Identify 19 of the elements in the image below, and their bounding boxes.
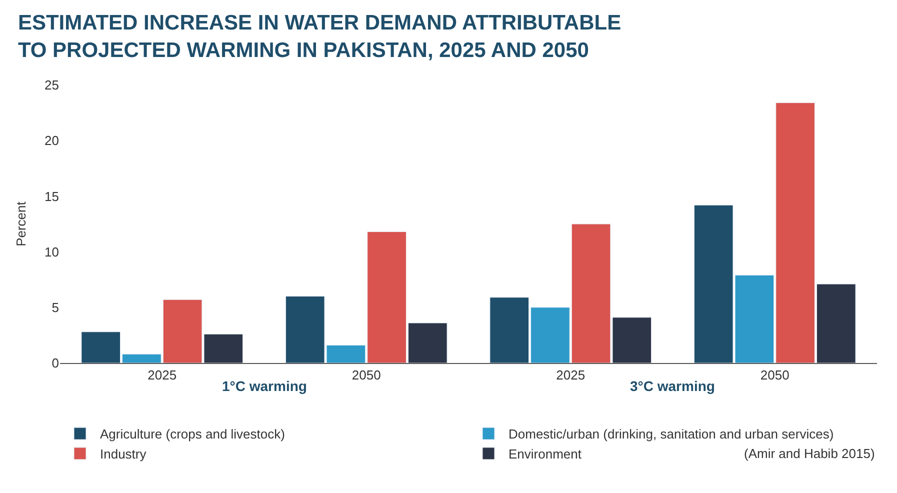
x-tick-label: 2050 bbox=[352, 368, 381, 383]
legend-label: Domestic/urban (drinking, sanitation and urban services) bbox=[508, 426, 834, 442]
legend-label: Industry bbox=[100, 446, 147, 462]
legend-label: Environment bbox=[508, 446, 582, 462]
y-tick-label: 15 bbox=[44, 188, 59, 204]
y-tick-label: 25 bbox=[44, 78, 59, 93]
x-tick-label: 2025 bbox=[556, 368, 586, 383]
chart-title: ESTIMATED INCREASE IN WATER DEMAND ATTRIBUTABLE TO PROJECTED WARMING IN PAKISTAN, 2025 AND 2050 bbox=[18, 12, 622, 62]
legend-label: Agriculture (crops and livestock) bbox=[100, 426, 285, 442]
text: 1°C warming bbox=[222, 378, 307, 394]
x-tick-label: 2050 bbox=[760, 368, 790, 383]
x-tick-label: 2025 bbox=[148, 368, 177, 383]
text: 3°C warming bbox=[630, 378, 715, 394]
y-tick-label: 20 bbox=[44, 133, 59, 148]
y-tick-label: 0 bbox=[52, 356, 59, 371]
text: (Amir and Habib 2015) bbox=[744, 446, 875, 461]
y-axis-title: Percent bbox=[13, 201, 28, 246]
y-tick-label: 10 bbox=[44, 244, 59, 260]
y-tick-label: 5 bbox=[52, 300, 59, 315]
